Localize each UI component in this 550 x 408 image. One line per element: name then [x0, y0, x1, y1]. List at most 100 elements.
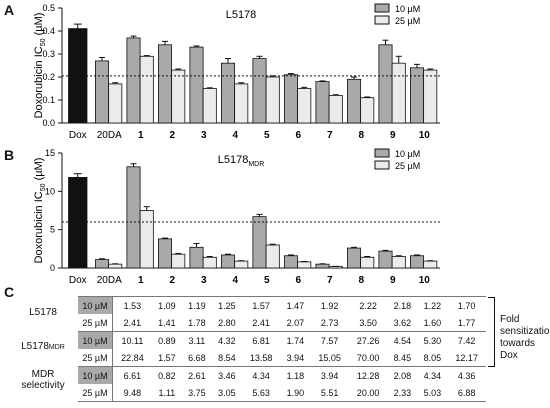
- table-cell: 20.00: [348, 384, 388, 402]
- legend-swatch-10um: [374, 3, 390, 13]
- bar-25um: [171, 69, 186, 124]
- chart-title: L5178MDR: [218, 154, 265, 168]
- table-cell: 2.41: [111, 314, 152, 332]
- table-cell: 4.54: [387, 331, 418, 349]
- bar-25um: [423, 69, 438, 124]
- x-tick-label: Dox: [69, 275, 87, 286]
- table-cell: 5.63: [241, 384, 281, 402]
- table-cell: 1.22: [417, 296, 448, 314]
- concentration-cell: 25 µM: [78, 384, 113, 402]
- table-cell: 4.32: [211, 331, 242, 349]
- table-row: 25 µM 22.84 1.57 6.68 8.54 13.58 3.94 15.05 70.0…: [78, 349, 486, 367]
- table-cell: 3.50: [359, 317, 377, 328]
- bar-25um: [234, 260, 249, 269]
- table-row: 10 µM 6.61 0.82 2.61 3.46 4.34 1.18 3.94 12.28 2.…: [78, 366, 486, 384]
- table-cell: 6.68: [188, 352, 206, 363]
- table-cell: 1.70: [447, 296, 486, 314]
- bar-10um: [283, 74, 299, 124]
- table-cell: 1.25: [211, 296, 242, 314]
- table-cell: 1.53: [111, 296, 152, 314]
- table-cell: 3.94: [310, 366, 349, 384]
- table-cell: 3.05: [211, 384, 242, 402]
- table-cell: 15.05: [318, 352, 341, 363]
- x-tick-label: 9: [390, 130, 396, 141]
- y-tick-label: 0: [50, 263, 55, 273]
- bar-25um: [265, 76, 280, 124]
- table-cell: 10.11: [111, 331, 152, 349]
- x-tick-label: 2: [169, 275, 175, 286]
- table-cell: 1.74: [280, 331, 311, 349]
- table-cell: 2.41: [252, 317, 270, 328]
- bar-25um: [360, 97, 375, 124]
- row-group-l5178-mdr: L5178MDR: [21, 341, 65, 352]
- table-cell: 12.28: [348, 366, 388, 384]
- y-tick-label: 5: [50, 225, 55, 235]
- table-cell: 7.57: [310, 331, 349, 349]
- y-tick-label: 0.0: [42, 118, 55, 128]
- table-cell: 3.11: [181, 331, 212, 349]
- table-cell: 1.78: [188, 317, 206, 328]
- panel-a-letter: A: [4, 2, 15, 18]
- panel-c-letter: C: [4, 284, 15, 300]
- bar-10um: [126, 37, 141, 124]
- row-group-l5178: L5178: [29, 307, 57, 318]
- legend-label-25um: 25 µM: [395, 16, 420, 26]
- x-tick-label: 8: [358, 130, 364, 141]
- bar-10um: [189, 46, 204, 124]
- y-tick-label: 15: [45, 148, 55, 158]
- x-tick-label: 7: [327, 275, 333, 286]
- bar-25um: [202, 256, 217, 269]
- bar-10um: [94, 60, 110, 124]
- panel-b-letter: B: [4, 147, 15, 163]
- concentration-cell: 10 µM: [78, 296, 113, 314]
- bar-10um: [94, 259, 110, 269]
- bar-10um: [189, 246, 204, 269]
- y-tick-label: 0.3: [42, 49, 55, 59]
- bar-25um: [297, 261, 312, 269]
- table-cell: 8.45: [393, 352, 412, 363]
- y-tick-label: 0.4: [42, 26, 55, 36]
- table-cell: 1.19: [181, 296, 212, 314]
- bar-10um: [252, 58, 267, 124]
- table-row: 10 µM 10.11 0.89 3.11 4.32 6.81 1.74 7.57 27.26 4…: [78, 331, 486, 349]
- bar-25um: [139, 210, 154, 269]
- table-cell: 1.90: [280, 384, 311, 402]
- x-tick-label: 4: [232, 130, 238, 141]
- table-cell: 70.00: [356, 352, 380, 363]
- table-cell: 7.42: [447, 331, 486, 349]
- x-tick-label: 9: [390, 275, 396, 286]
- y-axis-label: Doxorubicin IC50 (µM): [33, 13, 47, 119]
- fold-sensitization-bracket: [488, 297, 495, 367]
- x-tick-label: 8: [358, 275, 364, 286]
- bar-10um: [378, 250, 393, 269]
- bar-10um: [252, 216, 267, 269]
- legend-swatch-10um: [374, 148, 390, 158]
- table-cell: 6.81: [241, 331, 281, 349]
- bar-25um: [423, 260, 438, 269]
- bar-10um: [346, 78, 362, 124]
- table-cell: 3.46: [211, 366, 242, 384]
- table-cell: 12.17: [455, 352, 478, 363]
- legend-label-25um: 25 µM: [395, 161, 420, 171]
- concentration-cell: 25 µM: [78, 314, 113, 332]
- bar-25um: [391, 62, 406, 124]
- table-cell: 1.09: [151, 296, 182, 314]
- table-cell: 3.75: [181, 384, 212, 402]
- table-cell: 5.51: [310, 384, 349, 402]
- table-cell: 8.54: [218, 352, 236, 363]
- table-cell: 5.03: [417, 384, 448, 402]
- x-tick-label: 3: [201, 130, 207, 141]
- table-cell: 2.22: [348, 296, 388, 314]
- bar-dox: [68, 177, 88, 269]
- table-cell: 5.30: [417, 331, 448, 349]
- table-cell: 8.05: [423, 352, 442, 363]
- legend-swatch-25um: [374, 160, 390, 170]
- table-cell: 27.26: [348, 331, 388, 349]
- legend-label-10um: 10 µM: [395, 4, 420, 14]
- x-tick-label: 5: [264, 130, 270, 141]
- table-cell: 3.62: [393, 317, 412, 328]
- bar-10um: [409, 67, 425, 124]
- table-cell: 1.11: [151, 384, 182, 402]
- x-tick-label: 6: [295, 275, 301, 286]
